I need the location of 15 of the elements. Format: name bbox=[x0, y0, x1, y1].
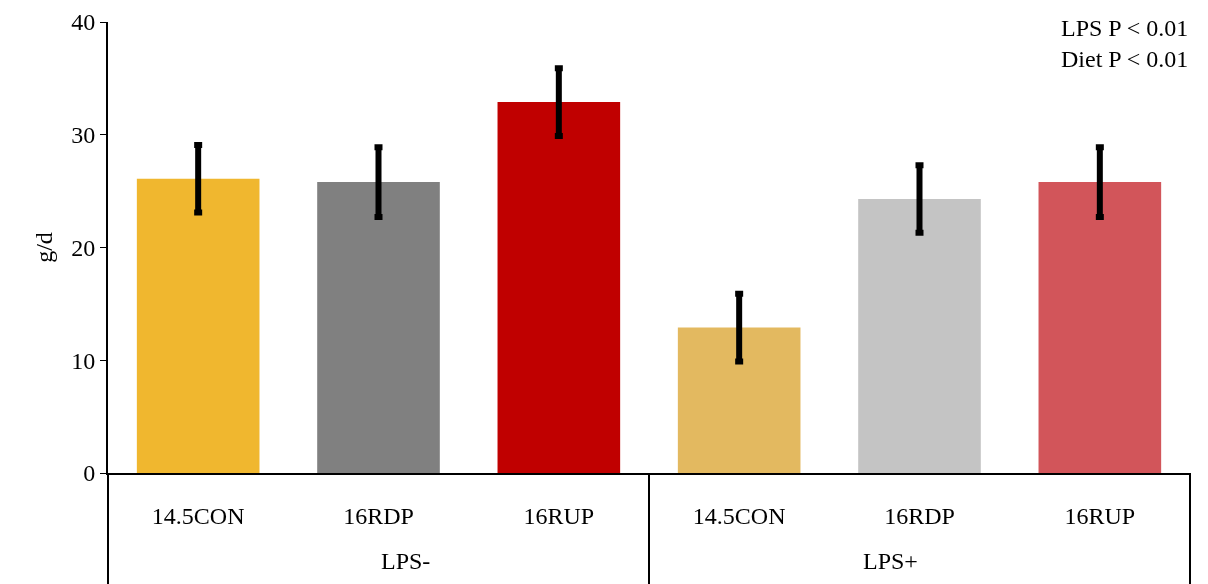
y-tick-label: 0 bbox=[83, 460, 96, 487]
text: LPS+ bbox=[863, 548, 918, 574]
x-tick-label: 14.5CON bbox=[151, 502, 245, 529]
text: LPS- bbox=[381, 548, 431, 574]
x-tick-label: 16RUP bbox=[523, 502, 595, 529]
x-tick-label: 16RDP bbox=[343, 502, 414, 529]
annotation: LPS P < 0.01 Diet P < 0.01 bbox=[1061, 15, 1189, 73]
y-tick-label: 40 bbox=[71, 9, 96, 36]
x-tick-label: 16RUP bbox=[1064, 502, 1136, 529]
y-axis-title: g/d bbox=[30, 232, 57, 263]
y-tick-label: 30 bbox=[71, 122, 96, 149]
x-tick-label: 14.5CON bbox=[692, 502, 786, 529]
x-tick-label: 16RDP bbox=[884, 502, 955, 529]
y-tick-label: 20 bbox=[71, 234, 96, 261]
y-tick-label: 10 bbox=[71, 347, 96, 374]
